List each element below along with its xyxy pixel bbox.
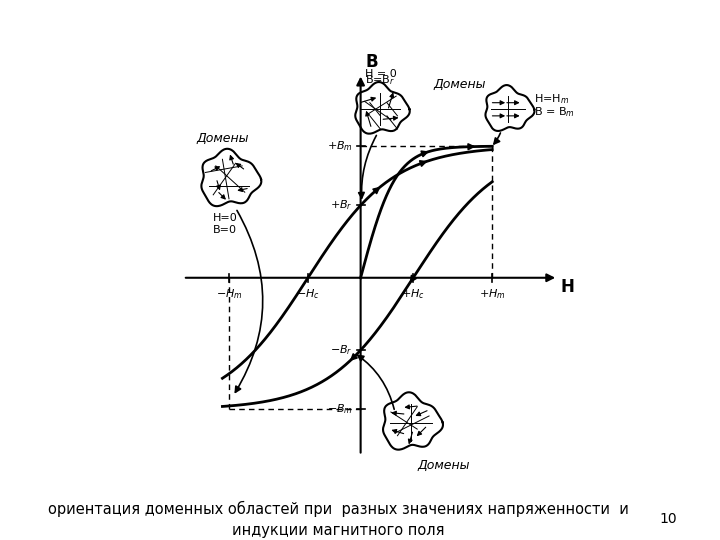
Text: $-H_c$: $-H_c$ — [296, 287, 320, 301]
Text: B = B$_m$: B = B$_m$ — [534, 105, 575, 119]
Text: $-H_m$: $-H_m$ — [216, 287, 243, 301]
Text: H=H$_m$: H=H$_m$ — [534, 92, 570, 106]
Text: $+H_c$: $+H_c$ — [401, 287, 426, 301]
Text: $-B_m$: $-B_m$ — [327, 402, 353, 416]
Text: Домены: Домены — [433, 78, 485, 91]
Text: $+B_r$: $+B_r$ — [330, 199, 353, 212]
Text: H: H — [561, 278, 575, 296]
Text: B=B$_r$: B=B$_r$ — [364, 73, 395, 87]
Text: $+H_m$: $+H_m$ — [479, 287, 505, 301]
Text: B=0: B=0 — [213, 225, 237, 235]
Text: $+B_m$: $+B_m$ — [327, 139, 353, 153]
Text: Домены: Домены — [196, 132, 248, 145]
Text: H = 0: H = 0 — [364, 69, 396, 79]
Text: B: B — [366, 53, 379, 71]
Text: H=0: H=0 — [213, 213, 238, 223]
Text: $-B_r$: $-B_r$ — [330, 343, 353, 357]
Text: 10: 10 — [660, 512, 677, 526]
Text: ориентация доменных областей при  разных значениях напряженности  и
индукции маг: ориентация доменных областей при разных … — [48, 501, 629, 538]
Text: Домены: Домены — [417, 460, 469, 472]
